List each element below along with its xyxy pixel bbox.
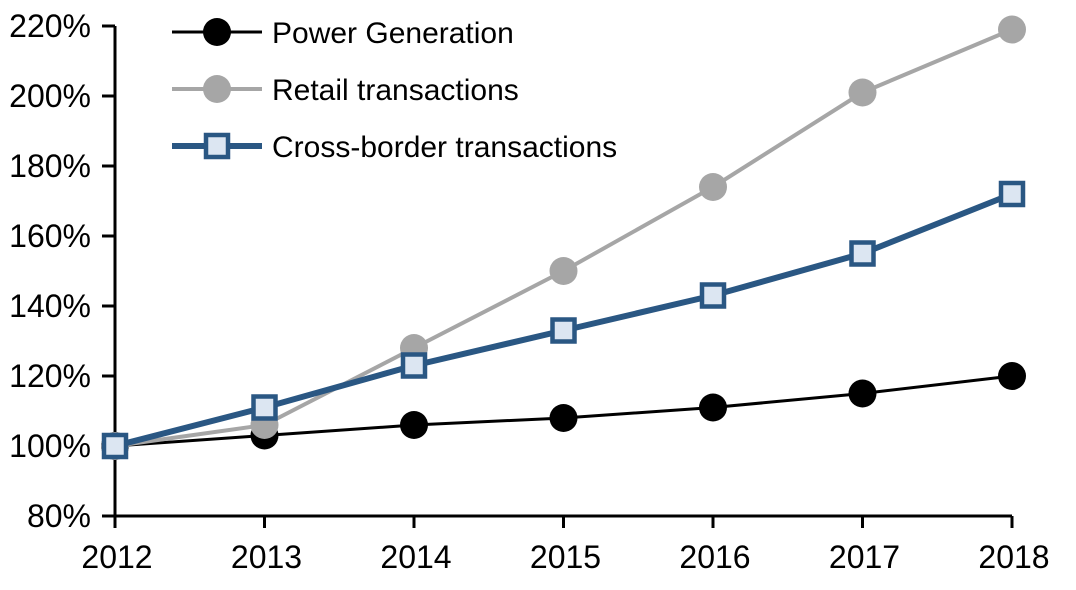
data-point-circle [203,75,231,103]
y-tick-label: 100% [9,428,91,464]
data-point-circle [549,404,578,432]
x-tick-label: 2016 [679,539,750,575]
data-point-square [849,240,876,267]
x-tick-label: 2013 [231,539,302,575]
series-cross-border-transactions [101,180,1026,460]
data-point-circle [998,15,1026,44]
legend-label: Cross-border transactions [272,131,617,164]
data-point-circle [699,393,727,422]
legend-item-cross-border-transactions: Cross-border transactions [172,131,617,164]
data-point-square [251,394,278,421]
y-axis-labels: 80% 100% 120% 140% 160% 180% 200% 220% [9,8,91,534]
data-point-square [203,132,231,160]
y-tick-label: 220% [9,8,91,44]
x-tick-label: 2018 [978,539,1049,575]
legend: Power Generation Retail transactions Cross… [172,17,617,164]
x-tick-label: 2012 [81,539,152,575]
x-axis-labels: 2012 2013 2014 2015 2016 2017 2018 [81,539,1049,575]
y-tick-label: 200% [9,78,91,114]
series-retail-transactions [101,15,1026,460]
y-tick-label: 120% [9,358,91,394]
y-tick-label: 160% [9,218,91,254]
data-point-circle [699,173,727,201]
data-point-square [699,282,727,309]
data-point-circle [549,257,578,285]
data-point-circle [203,18,231,46]
data-point-square [101,432,129,460]
x-tick-label: 2017 [829,539,900,575]
data-point-circle [400,411,428,439]
legend-item-power-generation: Power Generation [172,17,514,50]
x-tick-label: 2014 [380,539,451,575]
data-point-square [550,317,577,344]
legend-label: Power Generation [272,17,514,50]
legend-label: Retail transactions [272,74,519,107]
y-tick-label: 180% [9,148,91,184]
data-point-square [400,352,428,379]
series-line [113,27,1014,448]
data-point-circle [998,362,1026,390]
y-tick-label: 140% [9,288,91,324]
legend-item-retail-transactions: Retail transactions [172,74,519,107]
y-tick-label: 80% [27,498,91,534]
data-point-circle [848,78,877,107]
x-tick-label: 2015 [530,539,601,575]
data-point-square [998,180,1026,208]
data-point-circle [848,379,877,408]
